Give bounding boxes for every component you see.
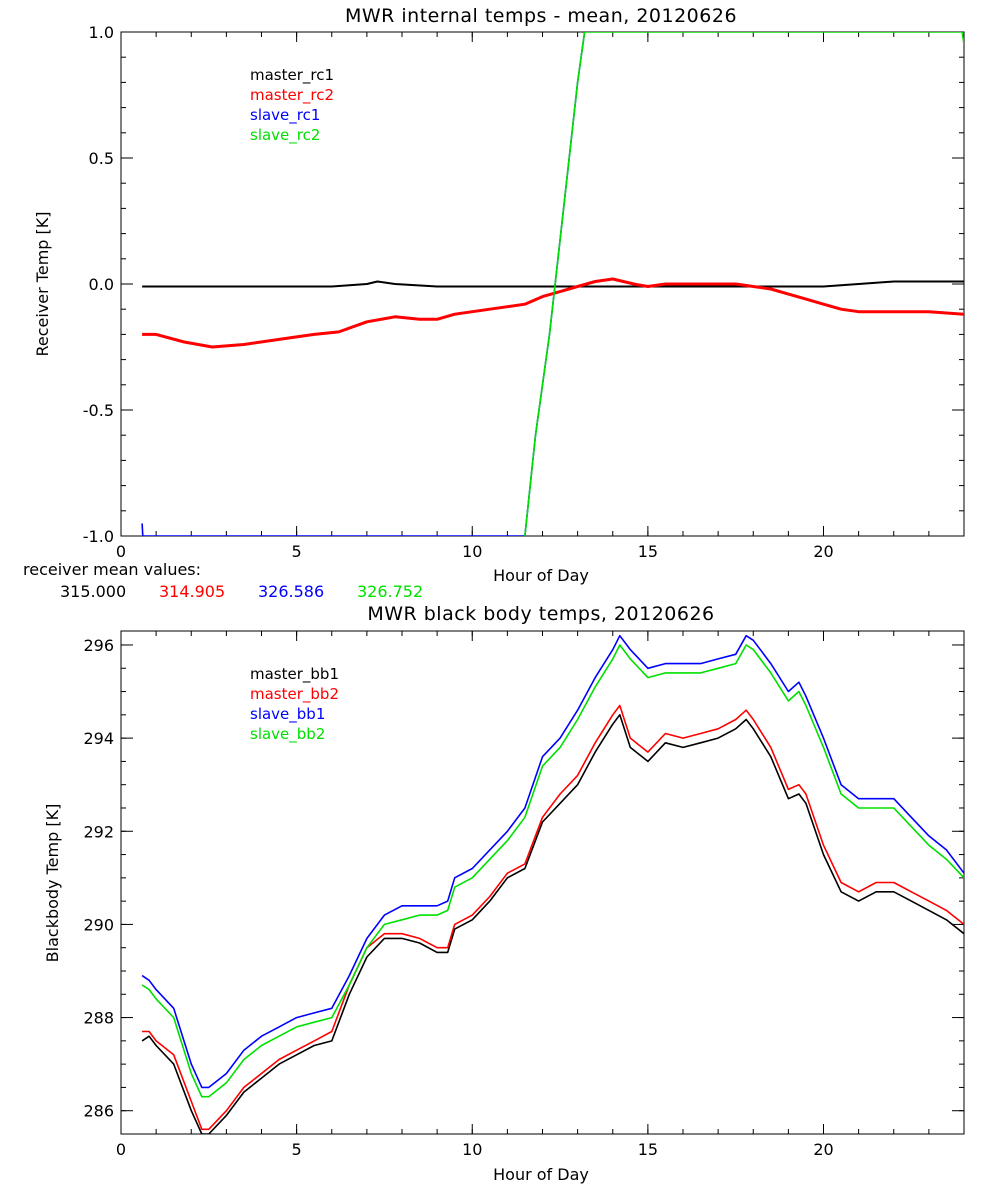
y-tick-label: 294 — [83, 729, 114, 748]
series-group — [141, 634, 964, 1134]
mean-values: 315.000 314.905 326.586 326.752 — [60, 582, 423, 601]
series-line-master_bb2 — [142, 704, 964, 1131]
axis-ticks: 0 5 10 15 20 286 288 290 292 294 296 — [83, 631, 965, 1159]
panel-title: MWR internal temps - mean, 20120626 — [345, 5, 737, 27]
legend-entry-master_rc2: master_rc2 — [250, 86, 334, 105]
x-tick-label: 10 — [462, 1140, 482, 1159]
series-line-slave_bb2 — [141, 644, 964, 1098]
mean-value-slave_rc1: 326.586 — [258, 582, 324, 601]
y-axis-label: Blackbody Temp [K] — [43, 804, 62, 963]
y-tick-label: 0.0 — [89, 275, 114, 294]
receiver-temp-panel: MWR internal temps - mean, 20120626 0 5 10… — [23, 5, 965, 601]
mean-value-master_rc2: 314.905 — [159, 582, 225, 601]
series-line-slave_rc2 — [524, 32, 964, 536]
x-tick-label: 15 — [638, 542, 658, 561]
y-tick-label: 290 — [83, 915, 114, 934]
x-tick-label: 20 — [813, 542, 833, 561]
x-tick-label: 5 — [292, 1140, 302, 1159]
legend-entry-slave_bb1: slave_bb1 — [250, 705, 325, 724]
x-axis-label: Hour of Day — [493, 1165, 589, 1184]
legend-entry-master_bb1: master_bb1 — [250, 665, 339, 684]
x-tick-label: 5 — [292, 542, 302, 561]
y-tick-label: 286 — [83, 1102, 114, 1121]
legend-entry-master_bb2: master_bb2 — [250, 685, 339, 704]
panel-title: MWR black body temps, 20120626 — [367, 603, 714, 625]
y-axis-label: Receiver Temp [K] — [33, 211, 52, 356]
axis-ticks: 0 5 10 15 20 -1.0 -0.5 0.0 0.5 1.0 — [83, 23, 965, 561]
legend-entry-slave_rc2: slave_rc2 — [250, 126, 320, 145]
series-line-slave_bb1 — [141, 634, 964, 1089]
y-tick-label: 1.0 — [89, 23, 114, 42]
y-tick-label: -1.0 — [83, 527, 114, 546]
mean-value-master_rc1: 315.000 — [60, 582, 126, 601]
series-group — [141, 32, 964, 536]
mean-values-label: receiver mean values: — [23, 560, 201, 579]
y-tick-label: 292 — [83, 822, 114, 841]
y-tick-label: -0.5 — [83, 401, 114, 420]
legend-entry-slave_bb2: slave_bb2 — [250, 725, 325, 744]
x-tick-label: 20 — [813, 1140, 833, 1159]
legend-entry-slave_rc1: slave_rc1 — [250, 106, 320, 125]
x-tick-label: 10 — [462, 542, 482, 561]
series-line-master_rc2 — [142, 277, 964, 349]
blackbody-temp-panel: MWR black body temps, 20120626 0 5 10 15 20 2… — [43, 603, 965, 1184]
series-line-master_bb1 — [141, 713, 964, 1134]
x-axis-label: Hour of Day — [493, 566, 589, 585]
y-tick-label: 296 — [83, 636, 114, 655]
x-tick-label: 0 — [116, 1140, 126, 1159]
y-tick-label: 288 — [83, 1009, 114, 1028]
y-tick-label: 0.5 — [89, 149, 114, 168]
x-tick-label: 0 — [116, 542, 126, 561]
mean-value-slave_rc2: 326.752 — [357, 582, 423, 601]
legend-entry-master_rc1: master_rc1 — [250, 66, 334, 85]
x-tick-label: 15 — [638, 1140, 658, 1159]
